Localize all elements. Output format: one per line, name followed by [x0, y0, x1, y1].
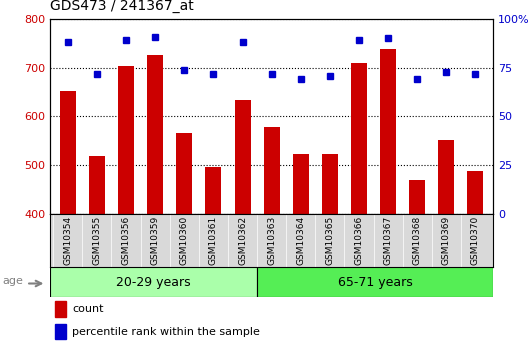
Text: GSM10356: GSM10356: [121, 216, 130, 265]
Bar: [293, 155, 309, 345]
Bar: [206, 167, 222, 345]
Bar: [234, 100, 251, 345]
Bar: [50, 267, 257, 297]
Text: GSM10359: GSM10359: [151, 216, 160, 265]
Bar: [467, 171, 483, 345]
Text: GSM10363: GSM10363: [267, 216, 276, 265]
Text: GDS473 / 241367_at: GDS473 / 241367_at: [50, 0, 194, 13]
Bar: [322, 155, 338, 345]
Text: count: count: [73, 304, 104, 314]
Text: GSM10360: GSM10360: [180, 216, 189, 265]
Bar: [351, 63, 367, 345]
Text: age: age: [3, 276, 23, 286]
Text: 20-29 years: 20-29 years: [116, 276, 191, 288]
Text: GSM10364: GSM10364: [296, 216, 305, 265]
Text: GSM10355: GSM10355: [92, 216, 101, 265]
Text: GSM10370: GSM10370: [471, 216, 480, 265]
Text: GSM10366: GSM10366: [355, 216, 364, 265]
Text: GSM10367: GSM10367: [384, 216, 393, 265]
Text: GSM10365: GSM10365: [325, 216, 334, 265]
Bar: [257, 267, 493, 297]
Bar: [55, 301, 66, 317]
Bar: [118, 66, 134, 345]
Text: GSM10354: GSM10354: [63, 216, 72, 265]
Text: 65-71 years: 65-71 years: [338, 276, 412, 288]
Bar: [409, 180, 425, 345]
Text: GSM10368: GSM10368: [413, 216, 422, 265]
Text: GSM10361: GSM10361: [209, 216, 218, 265]
Text: GSM10369: GSM10369: [442, 216, 451, 265]
Bar: [89, 156, 105, 345]
Bar: [438, 140, 454, 345]
Text: GSM10362: GSM10362: [238, 216, 247, 265]
Text: percentile rank within the sample: percentile rank within the sample: [73, 327, 260, 337]
Bar: [147, 55, 163, 345]
Bar: [380, 49, 396, 345]
Bar: [55, 324, 66, 339]
Bar: [60, 91, 76, 345]
Bar: [263, 127, 280, 345]
Bar: [176, 134, 192, 345]
